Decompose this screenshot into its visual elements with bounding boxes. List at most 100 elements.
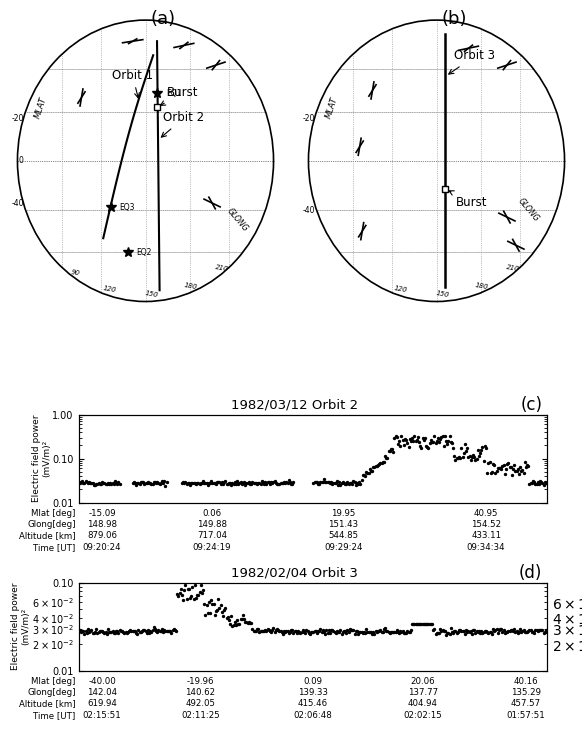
Point: [304, 627, 313, 639]
Point: [152, 626, 162, 638]
Point: [419, 618, 428, 630]
Point: [482, 466, 492, 478]
Point: [191, 593, 201, 604]
Point: [420, 432, 430, 444]
Text: 717.04: 717.04: [197, 531, 227, 540]
Point: [445, 628, 455, 640]
Point: [481, 443, 491, 455]
Point: [431, 437, 440, 449]
Text: 154.52: 154.52: [471, 520, 501, 529]
Point: [121, 626, 130, 638]
Text: 40.16: 40.16: [514, 677, 538, 686]
Point: [276, 625, 285, 637]
Point: [219, 604, 229, 615]
Point: [403, 625, 412, 637]
Point: [111, 627, 120, 639]
Point: [354, 476, 364, 488]
Point: [129, 476, 139, 488]
Point: [286, 478, 296, 490]
Point: [250, 477, 260, 489]
Point: [526, 624, 535, 635]
Text: MLAT: MLAT: [33, 95, 48, 120]
Point: [246, 478, 255, 490]
Point: [367, 628, 377, 640]
Point: [389, 446, 398, 458]
Point: [267, 476, 276, 488]
Point: [345, 623, 354, 635]
Point: [120, 627, 129, 638]
Point: [537, 624, 546, 636]
Point: [183, 477, 193, 489]
Point: [456, 452, 465, 463]
Point: [478, 441, 487, 453]
Point: [526, 477, 535, 489]
Point: [306, 626, 315, 638]
Point: [434, 436, 443, 448]
Point: [343, 476, 352, 488]
Point: [314, 478, 323, 490]
Point: [142, 477, 151, 489]
Point: [494, 463, 503, 475]
Point: [317, 477, 327, 489]
Point: [211, 605, 221, 617]
Text: MLAT: MLAT: [324, 95, 339, 120]
Point: [379, 623, 389, 635]
Point: [432, 627, 441, 639]
Point: [413, 618, 423, 630]
Point: [90, 627, 100, 638]
Point: [150, 623, 159, 635]
Point: [166, 627, 176, 638]
Point: [424, 443, 433, 455]
Point: [143, 476, 152, 488]
Point: [189, 477, 198, 489]
Point: [197, 587, 207, 599]
Point: [451, 454, 460, 466]
Point: [318, 477, 328, 489]
Point: [190, 579, 200, 591]
Point: [91, 477, 101, 489]
Point: [458, 625, 467, 637]
Point: [518, 625, 527, 637]
Point: [292, 627, 301, 638]
Point: [427, 436, 436, 448]
Point: [244, 476, 254, 488]
Point: [169, 624, 178, 635]
Point: [135, 626, 144, 638]
Point: [309, 477, 318, 489]
Point: [107, 477, 116, 489]
Text: 433.11: 433.11: [471, 531, 501, 540]
Point: [330, 477, 339, 489]
Point: [484, 627, 493, 638]
Text: -19.96: -19.96: [187, 677, 214, 686]
Point: [285, 626, 294, 638]
Point: [344, 477, 353, 489]
Text: 544.85: 544.85: [328, 531, 359, 540]
Point: [464, 625, 473, 637]
Point: [242, 477, 251, 489]
Point: [379, 455, 389, 467]
Point: [214, 593, 223, 605]
Point: [351, 479, 360, 491]
Point: [154, 624, 163, 636]
Point: [370, 628, 379, 640]
Point: [134, 477, 143, 489]
Point: [488, 623, 498, 635]
Point: [383, 452, 392, 464]
Point: [480, 625, 489, 637]
Point: [531, 477, 540, 489]
Point: [260, 625, 269, 637]
Point: [510, 460, 519, 472]
Text: 120: 120: [102, 285, 117, 293]
Point: [353, 628, 363, 640]
Point: [384, 445, 393, 457]
Point: [443, 627, 452, 638]
Point: [465, 626, 474, 638]
Point: [289, 477, 298, 489]
Point: [500, 627, 509, 638]
Point: [89, 479, 98, 491]
Point: [140, 478, 149, 490]
Point: [474, 626, 484, 638]
Point: [361, 466, 371, 478]
Point: [448, 626, 457, 638]
Point: [268, 624, 277, 636]
